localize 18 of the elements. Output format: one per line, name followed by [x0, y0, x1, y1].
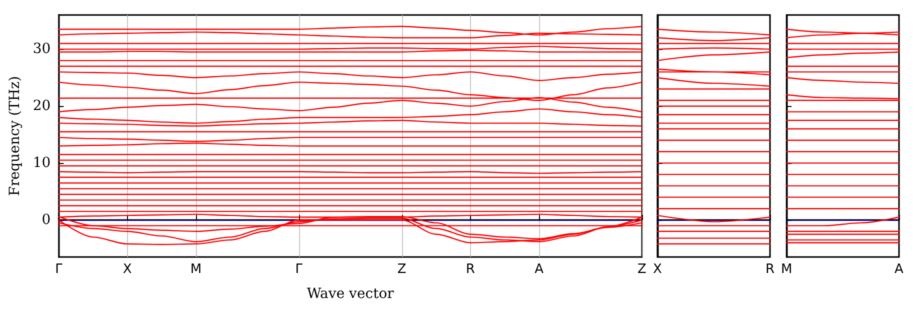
x-tick-label: R	[765, 262, 775, 277]
x-axis-title: Wave vector	[306, 286, 394, 302]
x-tick-label: M	[781, 262, 792, 277]
x-tick-label: Z	[638, 262, 647, 277]
y-tick-label: 10	[32, 155, 51, 172]
y-tick-label: 0	[42, 212, 51, 228]
x-tick-label: X	[122, 262, 132, 277]
x-tick-label: M	[190, 262, 202, 277]
x-tick-label: A	[534, 262, 544, 277]
x-tick-label: Z	[397, 262, 406, 277]
y-axis-title: Frequency (THz)	[7, 76, 23, 196]
x-tick-label: A	[894, 262, 904, 277]
y-tick-label: 20	[32, 98, 51, 114]
x-tick-label: Γ	[295, 262, 304, 277]
y-tick-label: 30	[32, 41, 51, 58]
x-tick-label: X	[653, 262, 662, 277]
x-tick-label: Γ	[55, 262, 64, 277]
x-tick-label: R	[466, 262, 475, 277]
